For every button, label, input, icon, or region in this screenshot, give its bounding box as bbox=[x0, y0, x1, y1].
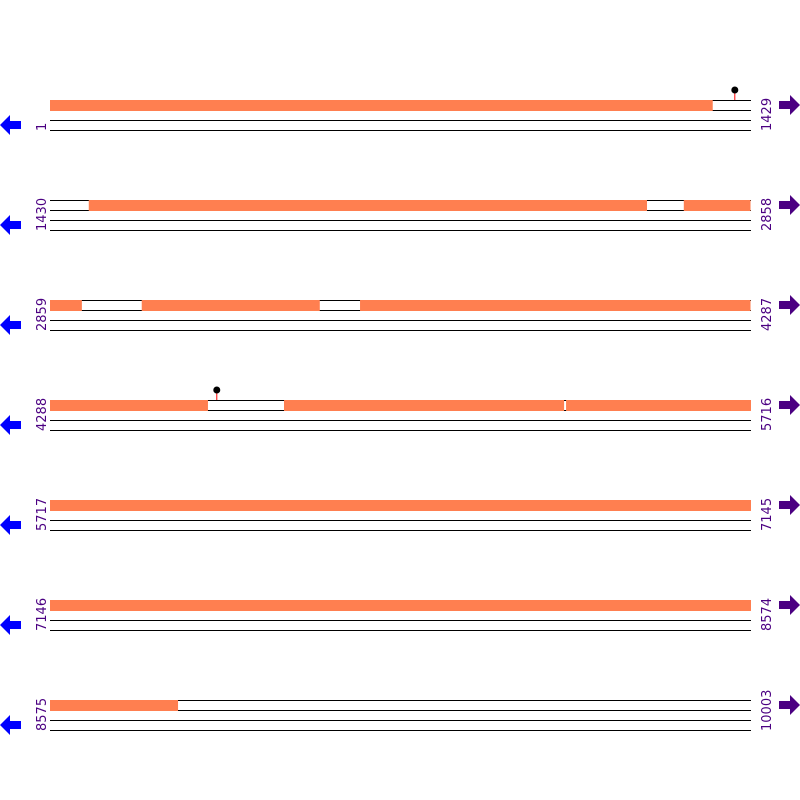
row-start-label: 8575 bbox=[35, 698, 50, 731]
feature-block bbox=[283, 400, 565, 411]
feature-block bbox=[50, 300, 82, 311]
row-end-label: 2858 bbox=[760, 198, 775, 231]
arrow-left-icon bbox=[0, 115, 21, 135]
arrow-left-icon bbox=[0, 415, 21, 435]
row-end-label: 5716 bbox=[760, 398, 775, 431]
arrow-right-icon bbox=[779, 695, 800, 715]
row-end-label: 10003 bbox=[760, 690, 775, 731]
marker-head bbox=[213, 386, 221, 394]
arrow-left-icon bbox=[0, 615, 21, 635]
row-start-label: 4288 bbox=[35, 398, 50, 431]
feature-block bbox=[50, 700, 179, 711]
marker-head bbox=[731, 86, 739, 94]
feature-block bbox=[360, 300, 751, 311]
arrow-right-icon bbox=[779, 195, 800, 215]
row-end-label: 7145 bbox=[760, 498, 775, 531]
row-start-label: 5717 bbox=[35, 498, 50, 531]
row-start-label: 2859 bbox=[35, 298, 50, 331]
feature-block bbox=[50, 400, 208, 411]
row-end-label: 8574 bbox=[760, 598, 775, 631]
feature-block bbox=[50, 100, 713, 111]
feature-block bbox=[50, 500, 751, 511]
arrow-left-icon bbox=[0, 515, 21, 535]
row-end-label: 4287 bbox=[760, 298, 775, 331]
row-end-label: 1429 bbox=[760, 98, 775, 131]
arrow-right-icon bbox=[779, 495, 800, 515]
feature-block bbox=[141, 300, 320, 311]
row-start-label: 7146 bbox=[35, 598, 50, 631]
feature-block bbox=[50, 600, 751, 611]
row-start-label: 1430 bbox=[35, 198, 50, 231]
feature-block bbox=[566, 400, 751, 411]
arrow-right-icon bbox=[779, 395, 800, 415]
arrow-left-icon bbox=[0, 315, 21, 335]
feature-block bbox=[683, 200, 751, 211]
arrow-right-icon bbox=[779, 595, 800, 615]
arrow-left-icon bbox=[0, 715, 21, 735]
arrow-left-icon bbox=[0, 215, 21, 235]
arrow-right-icon bbox=[779, 95, 800, 115]
arrow-right-icon bbox=[779, 295, 800, 315]
feature-block bbox=[88, 200, 648, 211]
row-start-label: 1 bbox=[35, 123, 50, 131]
